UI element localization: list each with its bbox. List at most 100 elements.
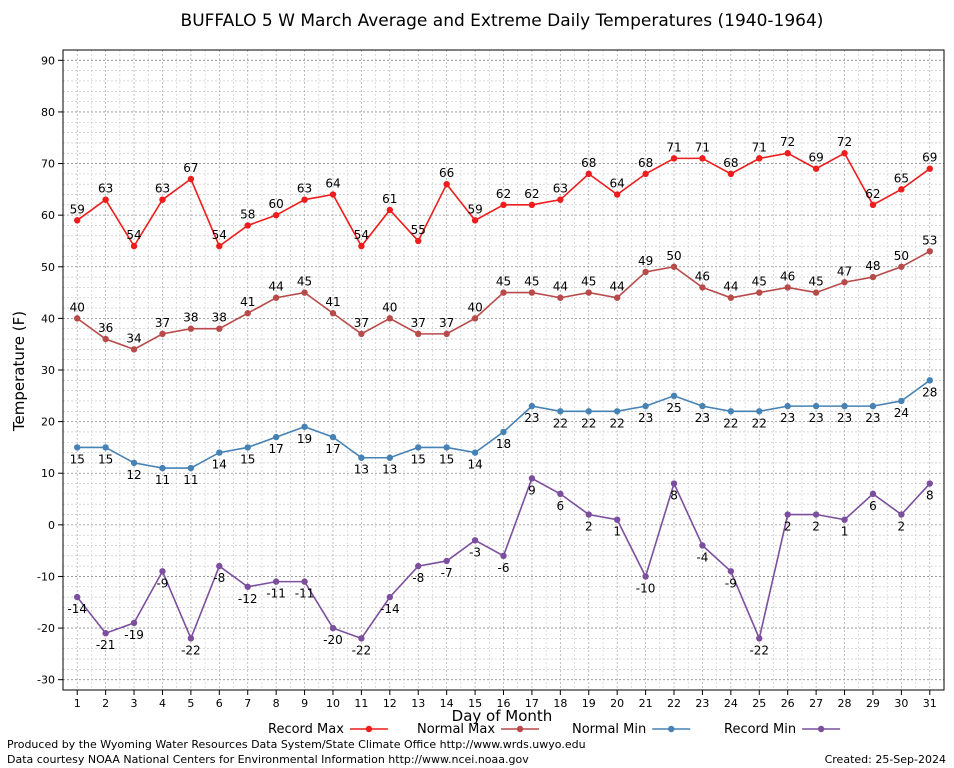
footer-data-courtesy: Data courtesy NOAA National Centers for … (7, 753, 529, 766)
record-max-point (74, 217, 81, 224)
record-min-data-label: -6 (498, 561, 510, 575)
record-min-point (471, 537, 479, 544)
record-max-point (216, 242, 223, 250)
normal-min-data-label: 17 (325, 442, 340, 456)
normal-min-point (699, 402, 706, 410)
y-tick-label: 20 (41, 416, 55, 429)
normal-min-data-label: 28 (922, 385, 937, 399)
normal-min-point (216, 449, 223, 456)
normal-max-data-label: 50 (894, 249, 909, 263)
record-min-point (869, 490, 877, 498)
normal-max-data-label: 37 (155, 316, 170, 330)
record-min-point (102, 630, 109, 637)
normal-max-point (216, 325, 223, 332)
record-min-point (557, 490, 564, 498)
legend: Record Max Normal Max Normal Min Record Min (268, 722, 841, 737)
normal-max-data-label: 38 (212, 311, 227, 325)
record-max-point (329, 191, 337, 198)
normal-min-data-label: 23 (638, 411, 653, 425)
normal-max-data-label: 40 (467, 300, 482, 314)
normal-min-point (869, 402, 877, 410)
x-tick-label: 7 (244, 697, 251, 710)
x-tick-label: 31 (923, 697, 937, 710)
normal-max-point (812, 289, 820, 296)
normal-max-point (841, 279, 848, 286)
y-tick-label: 50 (41, 261, 55, 274)
record-min-data-label: -11 (266, 587, 286, 601)
normal-min-point (528, 402, 536, 410)
record-min-data-label: -22 (181, 643, 201, 657)
x-tick-label: 2 (102, 697, 109, 710)
legend-label-normal-min: Normal Min (572, 722, 646, 737)
legend-marker-record-min (817, 725, 825, 733)
y-tick-label: 80 (41, 106, 55, 119)
normal-max-point (557, 294, 564, 301)
normal-min-point (585, 408, 592, 415)
record-max-point (812, 165, 820, 172)
record-min-point (528, 475, 536, 482)
y-tick-label: 60 (41, 209, 55, 222)
record-min-data-label: 2 (585, 520, 593, 534)
normal-min-data-label: 15 (439, 452, 454, 466)
record-min-point (642, 573, 649, 580)
record-max-point (670, 155, 678, 162)
normal-min-data-label: 13 (354, 463, 369, 477)
footer-produced-by: Produced by the Wyoming Water Resources … (7, 738, 586, 751)
normal-max-data-label: 37 (439, 316, 454, 330)
record-max-point (358, 242, 365, 250)
normal-min-data-label: 11 (183, 473, 198, 487)
x-tick-label: 24 (724, 697, 738, 710)
normal-max-data-label: 46 (780, 269, 795, 283)
x-tick-label: 11 (354, 697, 368, 710)
record-max-point (500, 201, 507, 209)
normal-max-point (500, 289, 507, 296)
x-tick-label: 18 (553, 697, 567, 710)
record-max-data-label: 69 (808, 151, 823, 165)
record-max-data-label: 63 (553, 182, 568, 196)
normal-max-data-label: 45 (808, 275, 823, 289)
normal-max-data-label: 40 (382, 300, 397, 314)
x-tick-label: 30 (894, 697, 908, 710)
normal-min-point (329, 433, 337, 441)
record-min-point (159, 568, 166, 575)
record-min-point (130, 619, 138, 627)
y-tick-label: 30 (41, 364, 55, 377)
normal-min-data-label: 11 (155, 473, 170, 487)
normal-max-data-label: 44 (269, 280, 284, 294)
legend-marker-normal-max (516, 725, 524, 733)
record-max-data-label: 67 (183, 161, 198, 175)
normal-max-data-label: 44 (723, 280, 738, 294)
record-max-data-label: 54 (126, 228, 141, 242)
record-min-data-label: 9 (528, 483, 536, 497)
normal-max-data-label: 40 (70, 300, 85, 314)
normal-min-data-label: 22 (581, 416, 596, 430)
normal-min-data-label: 23 (780, 411, 795, 425)
record-min-data-label: 2 (898, 520, 906, 534)
normal-max-point (670, 263, 678, 270)
normal-min-point (415, 444, 422, 451)
x-tick-label: 12 (383, 697, 397, 710)
record-min-point (415, 562, 422, 570)
x-tick-label: 8 (273, 697, 280, 710)
record-max-point (244, 222, 251, 229)
normal-max-data-label: 41 (240, 295, 255, 309)
record-max-point (301, 196, 308, 203)
normal-max-data-label: 46 (695, 269, 710, 283)
record-max-data-label: 54 (354, 228, 369, 242)
x-tick-label: 5 (187, 697, 194, 710)
normal-min-data-label: 13 (382, 463, 397, 477)
y-tick-label: -10 (37, 570, 55, 583)
normal-max-data-label: 45 (496, 275, 511, 289)
x-tick-label: 14 (440, 697, 454, 710)
record-max-data-label: 58 (240, 207, 255, 221)
normal-min-data-label: 15 (411, 452, 426, 466)
normal-max-point (301, 289, 308, 296)
legend-label-record-max: Record Max (268, 722, 344, 737)
normal-max-data-label: 48 (865, 259, 880, 273)
normal-max-point (244, 310, 251, 317)
normal-min-data-label: 18 (496, 437, 511, 451)
normal-max-data-label: 53 (922, 233, 937, 247)
x-tick-label: 23 (695, 697, 709, 710)
x-tick-label: 15 (468, 697, 482, 710)
record-min-data-label: -3 (469, 545, 481, 559)
